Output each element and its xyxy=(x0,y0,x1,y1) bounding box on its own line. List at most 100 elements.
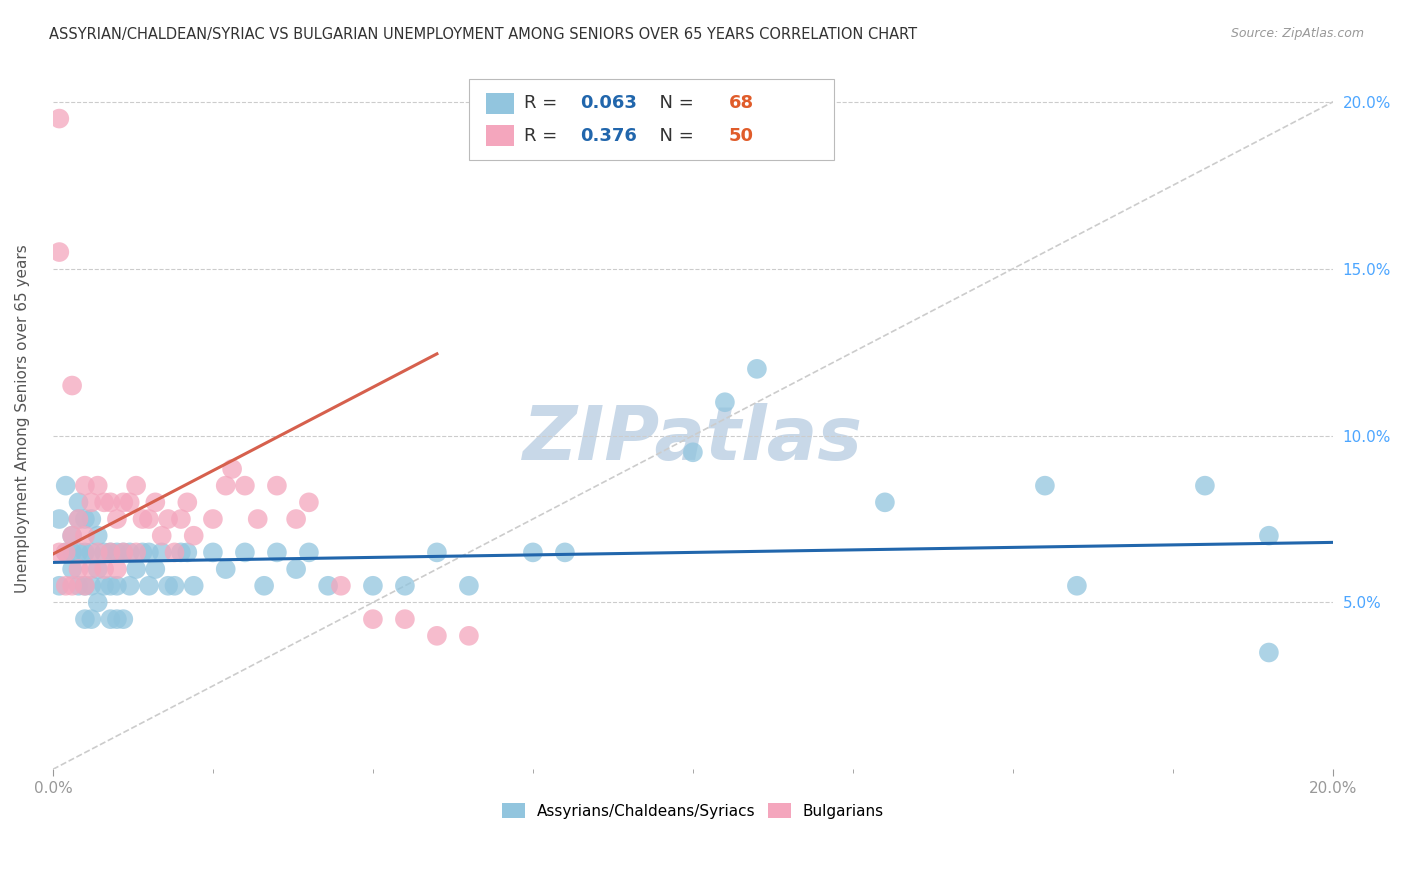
Point xyxy=(714,395,737,409)
Text: ASSYRIAN/CHALDEAN/SYRIAC VS BULGARIAN UNEMPLOYMENT AMONG SENIORS OVER 65 YEARS C: ASSYRIAN/CHALDEAN/SYRIAC VS BULGARIAN UN… xyxy=(49,27,917,42)
Point xyxy=(55,545,77,559)
Point xyxy=(67,562,90,576)
Point xyxy=(48,579,70,593)
Bar xyxy=(485,125,513,146)
Point xyxy=(67,495,90,509)
Point xyxy=(80,545,103,559)
Point xyxy=(1257,529,1279,543)
Point xyxy=(394,579,416,593)
FancyBboxPatch shape xyxy=(470,79,834,160)
Bar xyxy=(485,93,513,113)
Point xyxy=(112,545,135,559)
Point xyxy=(522,545,544,559)
Point xyxy=(1066,579,1088,593)
Point xyxy=(118,545,141,559)
Text: 50: 50 xyxy=(728,127,754,145)
Point xyxy=(48,545,70,559)
Y-axis label: Unemployment Among Seniors over 65 years: Unemployment Among Seniors over 65 years xyxy=(15,244,30,593)
Point xyxy=(105,512,128,526)
Point xyxy=(73,612,96,626)
Point xyxy=(163,579,186,593)
Point xyxy=(682,445,704,459)
Point xyxy=(60,562,83,576)
Point xyxy=(458,579,481,593)
Point xyxy=(73,579,96,593)
Point xyxy=(131,512,153,526)
Point xyxy=(138,512,160,526)
Point xyxy=(125,545,148,559)
Point xyxy=(118,495,141,509)
Point xyxy=(100,545,122,559)
Point xyxy=(125,562,148,576)
Point xyxy=(67,512,90,526)
Point xyxy=(55,545,77,559)
Point xyxy=(73,545,96,559)
Point xyxy=(426,545,449,559)
Point xyxy=(112,545,135,559)
Point xyxy=(183,529,205,543)
Point xyxy=(100,545,122,559)
Point xyxy=(394,612,416,626)
Point xyxy=(73,512,96,526)
Point xyxy=(118,579,141,593)
Point xyxy=(285,562,308,576)
Point xyxy=(80,495,103,509)
Point xyxy=(458,629,481,643)
Point xyxy=(150,545,173,559)
Text: Source: ZipAtlas.com: Source: ZipAtlas.com xyxy=(1230,27,1364,40)
Point xyxy=(150,529,173,543)
Point xyxy=(215,562,238,576)
Point xyxy=(105,562,128,576)
Point xyxy=(86,529,108,543)
Point xyxy=(73,579,96,593)
Point xyxy=(285,512,308,526)
Text: R =: R = xyxy=(524,95,562,112)
Point xyxy=(67,545,90,559)
Point xyxy=(131,545,153,559)
Point xyxy=(298,545,321,559)
Point xyxy=(138,545,160,559)
Text: 0.063: 0.063 xyxy=(581,95,637,112)
Point xyxy=(201,545,224,559)
Point xyxy=(105,579,128,593)
Point xyxy=(100,579,122,593)
Point xyxy=(361,579,384,593)
Point xyxy=(138,579,160,593)
Point xyxy=(48,512,70,526)
Point xyxy=(60,579,83,593)
Text: 68: 68 xyxy=(728,95,754,112)
Point xyxy=(170,512,193,526)
Point xyxy=(112,495,135,509)
Point xyxy=(298,495,321,509)
Point xyxy=(80,512,103,526)
Point xyxy=(1194,478,1216,492)
Point xyxy=(176,495,198,509)
Point xyxy=(426,629,449,643)
Point xyxy=(183,579,205,593)
Point xyxy=(143,495,166,509)
Point xyxy=(55,478,77,492)
Point xyxy=(266,478,288,492)
Point xyxy=(266,545,288,559)
Point xyxy=(157,579,180,593)
Point xyxy=(1257,646,1279,660)
Point xyxy=(86,545,108,559)
Point xyxy=(60,529,83,543)
Point xyxy=(105,545,128,559)
Point xyxy=(170,545,193,559)
Point xyxy=(86,562,108,576)
Legend: Assyrians/Chaldeans/Syriacs, Bulgarians: Assyrians/Chaldeans/Syriacs, Bulgarians xyxy=(496,797,890,825)
Point xyxy=(157,512,180,526)
Point xyxy=(60,545,83,559)
Point xyxy=(60,529,83,543)
Text: ZIPatlas: ZIPatlas xyxy=(523,403,863,476)
Point xyxy=(80,562,103,576)
Point xyxy=(873,495,896,509)
Point xyxy=(93,495,115,509)
Point xyxy=(73,529,96,543)
Point xyxy=(73,478,96,492)
Point xyxy=(80,579,103,593)
Point xyxy=(1033,478,1056,492)
Text: N =: N = xyxy=(648,95,700,112)
Point xyxy=(48,245,70,260)
